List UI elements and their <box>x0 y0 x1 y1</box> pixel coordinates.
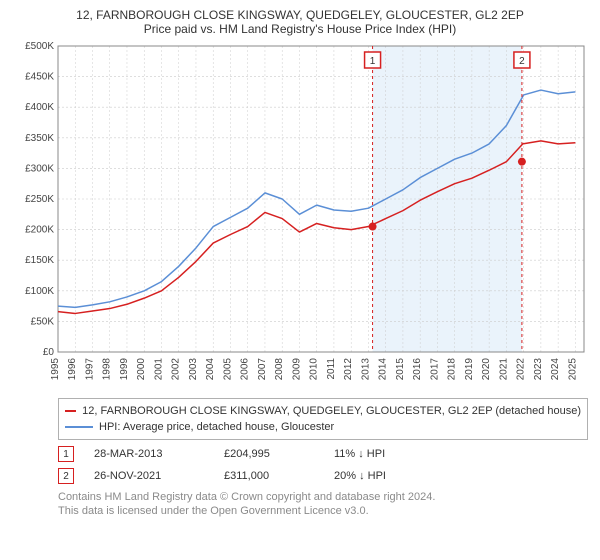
svg-text:2022: 2022 <box>516 358 527 381</box>
sale-marker-box: 1 <box>58 446 74 462</box>
chart-subtitle: Price paid vs. HM Land Registry's House … <box>10 22 590 36</box>
svg-text:2008: 2008 <box>274 358 285 381</box>
svg-text:2010: 2010 <box>309 358 320 381</box>
svg-text:2001: 2001 <box>153 358 164 381</box>
legend-item: 12, FARNBOROUGH CLOSE KINGSWAY, QUEDGELE… <box>65 403 581 419</box>
legend-swatch <box>65 410 76 412</box>
sale-pct: 20% ↓ HPI <box>334 470 434 482</box>
svg-text:£50K: £50K <box>31 316 55 327</box>
sale-date: 26-NOV-2021 <box>94 470 204 482</box>
svg-text:2020: 2020 <box>481 358 492 381</box>
svg-text:1995: 1995 <box>50 358 61 381</box>
attribution-line1: Contains HM Land Registry data © Crown c… <box>58 490 590 504</box>
svg-text:2025: 2025 <box>567 358 578 381</box>
svg-text:1: 1 <box>370 56 376 67</box>
sale-marker-box: 2 <box>58 468 74 484</box>
sale-price: £204,995 <box>224 448 314 460</box>
chart: £0 £50K £100K £150K £200K £250K £300K £350K £400… <box>10 40 590 390</box>
svg-text:2012: 2012 <box>343 358 354 381</box>
svg-text:2004: 2004 <box>205 358 216 381</box>
svg-text:2: 2 <box>519 56 525 67</box>
svg-text:2023: 2023 <box>533 358 544 381</box>
legend-item: HPI: Average price, detached house, Glou… <box>65 419 581 435</box>
svg-text:1999: 1999 <box>119 358 130 381</box>
svg-text:£500K: £500K <box>25 41 54 52</box>
svg-text:2009: 2009 <box>291 358 302 381</box>
sale-price: £311,000 <box>224 470 314 482</box>
svg-text:2014: 2014 <box>378 358 389 381</box>
svg-text:2017: 2017 <box>429 358 440 381</box>
svg-text:2016: 2016 <box>412 358 423 381</box>
sale-pct: 11% ↓ HPI <box>334 448 434 460</box>
svg-text:2018: 2018 <box>447 358 458 381</box>
svg-text:2011: 2011 <box>326 358 337 380</box>
svg-text:2021: 2021 <box>498 358 509 381</box>
sale-row: 2 26-NOV-2021 £311,000 20% ↓ HPI <box>58 468 590 484</box>
chart-title: 12, FARNBOROUGH CLOSE KINGSWAY, QUEDGELE… <box>10 8 590 22</box>
legend-label: 12, FARNBOROUGH CLOSE KINGSWAY, QUEDGELE… <box>82 405 581 417</box>
svg-text:1997: 1997 <box>84 358 95 381</box>
sale-date: 28-MAR-2013 <box>94 448 204 460</box>
svg-text:£0: £0 <box>43 347 55 358</box>
svg-text:2019: 2019 <box>464 358 475 381</box>
attribution: Contains HM Land Registry data © Crown c… <box>58 490 590 519</box>
svg-text:£150K: £150K <box>25 255 54 266</box>
legend-label: HPI: Average price, detached house, Glou… <box>99 421 334 433</box>
svg-text:2000: 2000 <box>136 358 147 381</box>
svg-text:2015: 2015 <box>395 358 406 381</box>
svg-text:1996: 1996 <box>67 358 78 381</box>
legend: 12, FARNBOROUGH CLOSE KINGSWAY, QUEDGELE… <box>58 398 588 440</box>
svg-text:£250K: £250K <box>25 194 54 205</box>
sale-row: 1 28-MAR-2013 £204,995 11% ↓ HPI <box>58 446 590 462</box>
svg-text:2024: 2024 <box>550 358 561 381</box>
attribution-line2: This data is licensed under the Open Gov… <box>58 504 590 518</box>
chart-svg: £0 £50K £100K £150K £200K £250K £300K £350K £400… <box>10 40 590 390</box>
svg-text:£350K: £350K <box>25 133 54 144</box>
legend-swatch <box>65 426 93 428</box>
sales-list: 1 28-MAR-2013 £204,995 11% ↓ HPI 2 26-NOV-202… <box>58 446 590 484</box>
svg-text:2013: 2013 <box>360 358 371 381</box>
svg-text:1998: 1998 <box>102 358 113 381</box>
svg-text:2003: 2003 <box>188 358 199 381</box>
svg-text:2006: 2006 <box>240 358 251 381</box>
svg-text:£100K: £100K <box>25 286 54 297</box>
svg-text:£400K: £400K <box>25 102 54 113</box>
svg-text:£300K: £300K <box>25 163 54 174</box>
svg-text:£200K: £200K <box>25 225 54 236</box>
svg-text:2007: 2007 <box>257 358 268 381</box>
svg-text:2002: 2002 <box>171 358 182 381</box>
svg-text:£450K: £450K <box>25 72 54 83</box>
svg-text:2005: 2005 <box>222 358 233 381</box>
